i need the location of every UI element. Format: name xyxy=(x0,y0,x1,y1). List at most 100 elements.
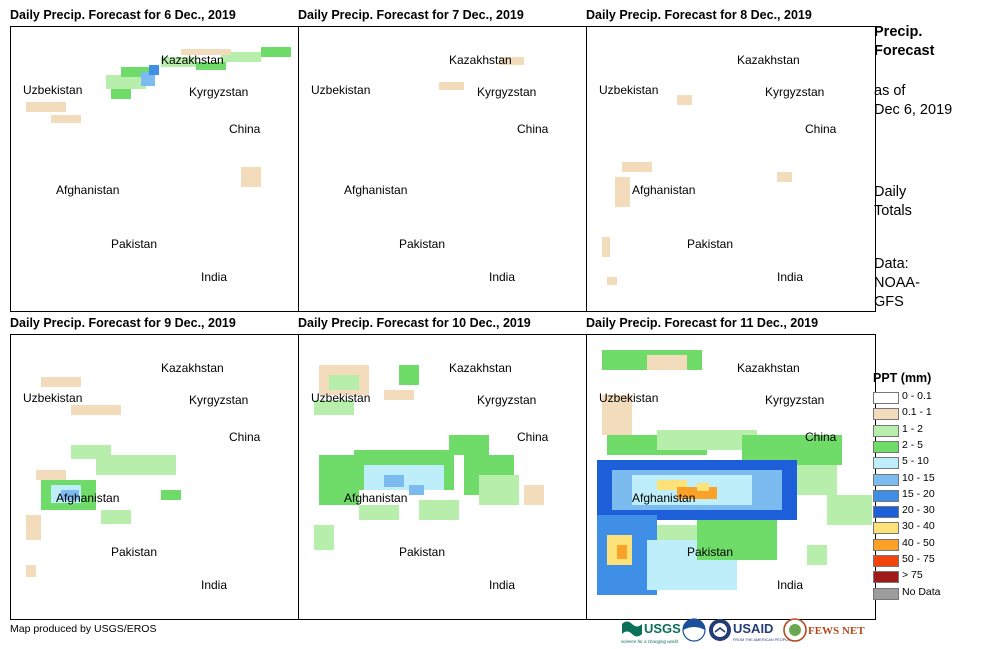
legend-item: 50 - 75 xyxy=(873,552,978,569)
legend-swatch xyxy=(873,506,899,519)
precip-cell xyxy=(524,485,544,505)
precip-cell xyxy=(319,455,359,505)
panel-title: Daily Precip. Forecast for 8 Dec., 2019 xyxy=(586,8,812,22)
place-label-afghanistan: Afghanistan xyxy=(56,491,120,505)
legend-label: 15 - 20 xyxy=(902,487,935,500)
place-label-kazakhstan: Kazakhstan xyxy=(161,53,224,67)
legend-label: No Data xyxy=(902,585,941,598)
precip-cell xyxy=(141,72,155,86)
sidebar-heading-line1: Precip. xyxy=(874,24,923,40)
place-label-kyrgyzstan: Kyrgyzstan xyxy=(477,393,537,407)
place-label-kyrgyzstan: Kyrgyzstan xyxy=(189,393,249,407)
legend-label: 0 - 0.1 xyxy=(902,390,932,402)
precip-cell xyxy=(827,495,872,525)
fewsnet-logo: FEWS NET xyxy=(783,618,865,642)
place-label-kazakhstan: Kazakhstan xyxy=(737,361,800,375)
precip-cell xyxy=(61,490,79,500)
place-label-china: China xyxy=(517,122,549,136)
legend-item: 30 - 40 xyxy=(873,519,978,536)
precip-cell xyxy=(359,505,399,520)
place-label-afghanistan: Afghanistan xyxy=(56,183,120,197)
legend-item: 2 - 5 xyxy=(873,438,978,455)
precip-layer xyxy=(597,350,872,595)
legend-item: 15 - 20 xyxy=(873,487,978,504)
precip-cell xyxy=(51,115,81,123)
precip-map: Kazakhstan Uzbekistan Kyrgyzstan China Afgha… xyxy=(298,26,588,312)
legend-label: 50 - 75 xyxy=(902,553,935,565)
precip-cell xyxy=(161,57,196,67)
precip-cell xyxy=(71,405,121,415)
place-label-pakistan: Pakistan xyxy=(399,545,446,559)
legend-item: 40 - 50 xyxy=(873,536,978,553)
place-label-kazakhstan: Kazakhstan xyxy=(449,53,512,67)
precip-cell xyxy=(121,67,151,77)
place-label-china: China xyxy=(229,122,261,136)
precip-cell xyxy=(617,545,627,559)
precip-cell xyxy=(111,89,131,99)
precip-cell xyxy=(71,445,111,459)
panel-title: Daily Precip. Forecast for 9 Dec., 2019 xyxy=(10,316,236,330)
legend-swatch xyxy=(873,587,899,600)
place-label-kyrgyzstan: Kyrgyzstan xyxy=(765,85,825,99)
legend-item: 20 - 30 xyxy=(873,503,978,520)
precip-cell xyxy=(314,400,354,415)
precip-cell xyxy=(261,47,291,57)
precip-cell xyxy=(419,500,459,520)
precip-cell xyxy=(26,102,66,112)
totals-line2: Totals xyxy=(874,203,912,219)
usaid-logo: USAID FROM THE AMERICAN PEOPLE xyxy=(709,619,790,642)
legend-swatch xyxy=(873,522,899,535)
precip-map: Kazakhstan Uzbekistan Kyrgyzstan China Afgha… xyxy=(10,334,300,620)
legend-swatch xyxy=(873,408,899,421)
precip-cell xyxy=(607,277,617,285)
legend-label: 5 - 10 xyxy=(902,455,929,468)
legend-item: 5 - 10 xyxy=(873,454,978,471)
precip-cell xyxy=(602,237,610,257)
precip-cell xyxy=(36,470,66,480)
place-label-uzbekistan: Uzbekistan xyxy=(599,83,659,97)
place-label-uzbekistan: Uzbekistan xyxy=(23,391,83,405)
precip-cell xyxy=(697,520,777,560)
legend-swatch xyxy=(873,473,899,486)
precip-cell xyxy=(657,480,687,490)
data-source-note: Data: NOAA- GFS xyxy=(874,255,920,312)
precip-cell xyxy=(101,510,131,524)
daily-totals-note: Daily Totals xyxy=(874,183,912,221)
usgs-logo: USGS science for a changing world xyxy=(621,621,681,644)
legend-swatch xyxy=(873,440,899,453)
precip-layer xyxy=(602,95,792,285)
legend-swatch xyxy=(873,392,899,404)
fewsnet-wordmark: FEWS NET xyxy=(808,625,865,637)
place-label-afghanistan: Afghanistan xyxy=(632,183,696,197)
legend-label: 10 - 15 xyxy=(902,471,935,484)
place-label-uzbekistan: Uzbekistan xyxy=(311,83,371,97)
precip-cell xyxy=(26,565,36,577)
legend-item: No Data xyxy=(873,585,978,602)
legend-label: > 75 xyxy=(902,569,923,582)
precip-cell xyxy=(26,515,41,540)
precip-layer xyxy=(314,365,544,550)
precip-cell xyxy=(41,377,81,387)
place-label-india: India xyxy=(777,270,804,284)
precip-cell xyxy=(647,355,687,370)
legend-item: > 75 xyxy=(873,568,978,585)
data-line2: NOAA- xyxy=(874,275,920,291)
place-label-china: China xyxy=(805,122,837,136)
legend-swatch xyxy=(873,538,899,551)
map-credit: Map produced by USGS/EROS xyxy=(10,623,157,635)
place-label-china: China xyxy=(517,430,549,444)
place-label-kazakhstan: Kazakhstan xyxy=(449,361,512,375)
place-label-pakistan: Pakistan xyxy=(687,545,734,559)
precip-cell xyxy=(439,82,464,90)
usaid-tagline: FROM THE AMERICAN PEOPLE xyxy=(733,638,790,642)
place-label-india: India xyxy=(777,578,804,592)
precip-cell xyxy=(196,62,226,70)
precip-cell xyxy=(409,485,424,495)
precip-cell xyxy=(181,49,231,55)
precip-cell xyxy=(161,490,181,500)
place-label-india: India xyxy=(489,270,516,284)
precip-cell xyxy=(499,57,524,65)
precip-cell xyxy=(777,172,792,182)
place-label-uzbekistan: Uzbekistan xyxy=(23,83,83,97)
place-label-china: China xyxy=(805,430,837,444)
